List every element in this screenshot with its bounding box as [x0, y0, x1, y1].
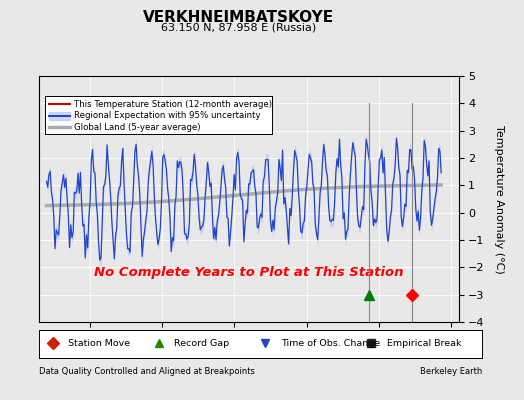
Text: Time of Obs. Change: Time of Obs. Change	[281, 339, 380, 348]
Text: Station Move: Station Move	[68, 339, 130, 348]
Text: 63.150 N, 87.958 E (Russia): 63.150 N, 87.958 E (Russia)	[161, 22, 316, 32]
Text: Global Land (5-year average): Global Land (5-year average)	[74, 123, 201, 132]
Text: Data Quality Controlled and Aligned at Breakpoints: Data Quality Controlled and Aligned at B…	[39, 367, 255, 376]
Text: VERKHNEIMBATSKOYE: VERKHNEIMBATSKOYE	[143, 10, 334, 25]
Text: Record Gap: Record Gap	[174, 339, 230, 348]
Text: This Temperature Station (12-month average): This Temperature Station (12-month avera…	[74, 100, 272, 109]
Text: Empirical Break: Empirical Break	[387, 339, 462, 348]
Text: Regional Expectation with 95% uncertainty: Regional Expectation with 95% uncertaint…	[74, 111, 261, 120]
Text: No Complete Years to Plot at This Station: No Complete Years to Plot at This Statio…	[94, 266, 403, 279]
Text: Berkeley Earth: Berkeley Earth	[420, 367, 482, 376]
Y-axis label: Temperature Anomaly (°C): Temperature Anomaly (°C)	[494, 125, 504, 273]
